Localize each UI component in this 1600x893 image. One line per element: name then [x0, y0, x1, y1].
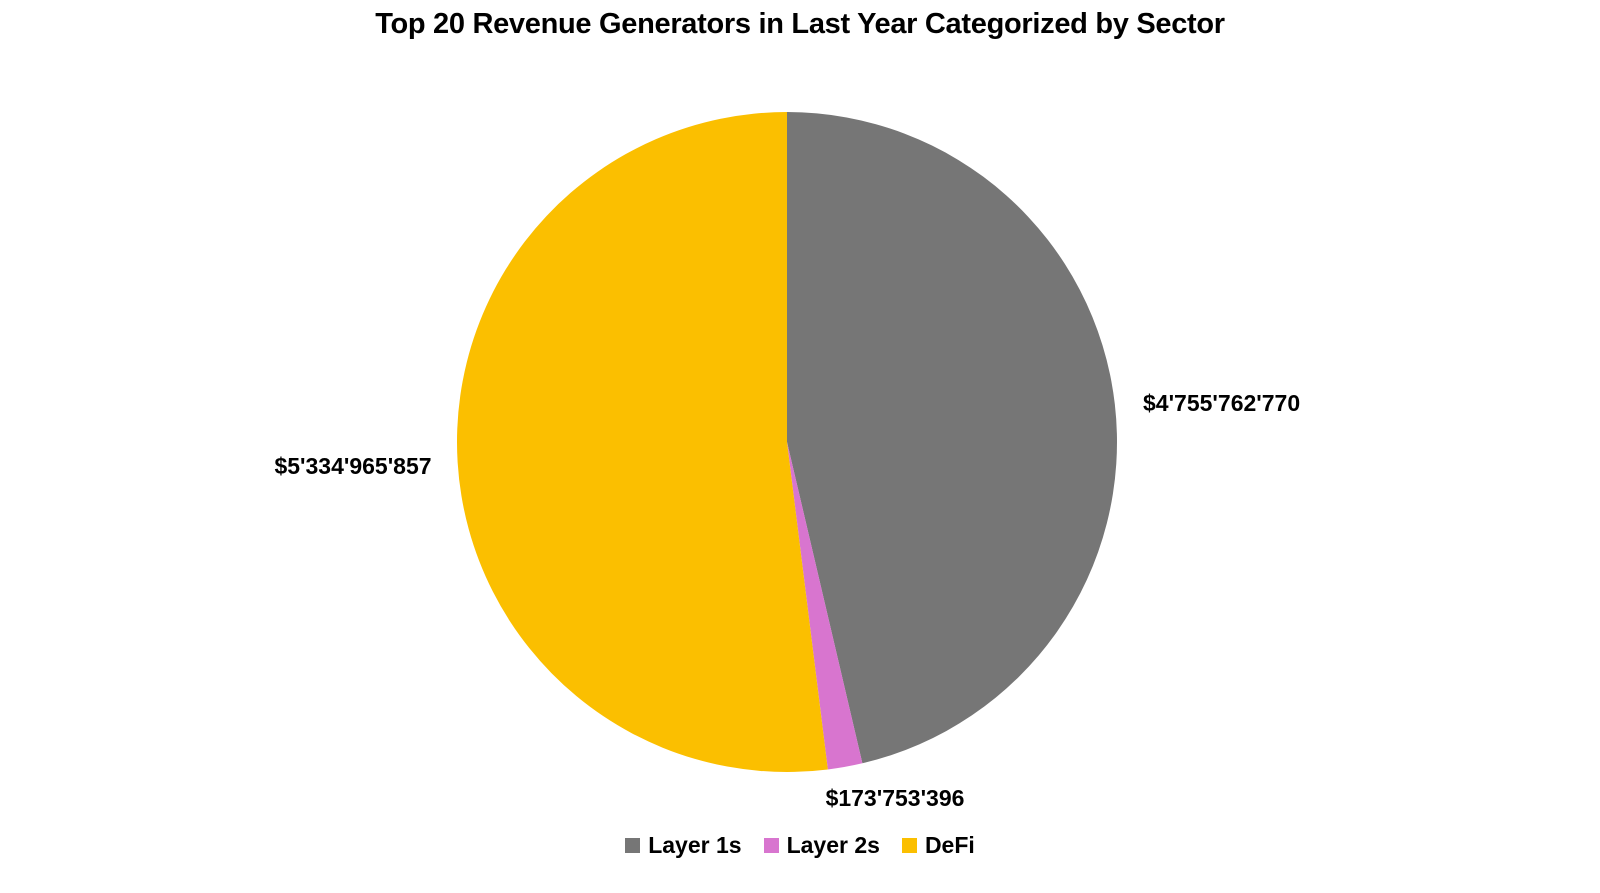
chart-legend: Layer 1s Layer 2s DeFi [0, 832, 1600, 859]
data-label-layer-2s: $173'753'396 [826, 785, 965, 811]
pie-slice-defi [457, 112, 828, 772]
data-label-layer-1s: $4'755'762'770 [1143, 390, 1300, 416]
pie-slice-layer-2s [787, 442, 863, 770]
pie-slices [457, 112, 1117, 772]
legend-label: Layer 2s [786, 832, 880, 858]
legend-item-layer-2s: Layer 2s [763, 832, 880, 859]
legend-swatch [625, 838, 641, 853]
legend-swatch [763, 838, 779, 853]
legend-label: DeFi [924, 832, 975, 858]
legend-swatch [901, 838, 917, 853]
pie-slice-layer-1s [787, 112, 1117, 764]
legend-item-layer-1s: Layer 1s [625, 832, 742, 859]
chart-title: Top 20 Revenue Generators in Last Year C… [375, 8, 1225, 40]
legend-label: Layer 1s [648, 832, 742, 858]
legend-item-defi: DeFi [901, 832, 975, 859]
pie-data-labels: $4'755'762'770 $173'753'396 $5'334'965'857 [274, 390, 1300, 811]
data-label-defi: $5'334'965'857 [274, 453, 431, 479]
